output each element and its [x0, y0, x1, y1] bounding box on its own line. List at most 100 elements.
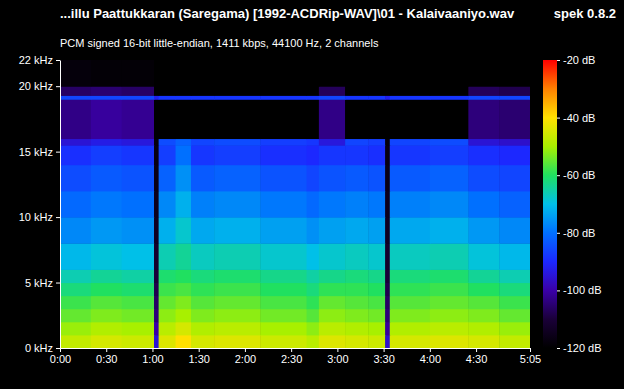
cell — [214, 309, 261, 323]
cell — [319, 99, 346, 139]
cell — [91, 139, 122, 146]
cell — [159, 335, 176, 348]
cell — [468, 335, 499, 348]
cell — [91, 165, 122, 192]
cell — [468, 95, 499, 99]
cell — [390, 95, 431, 99]
tick-label: -80 dB — [563, 227, 595, 239]
cell — [319, 322, 346, 336]
cell — [159, 243, 176, 270]
cell — [468, 99, 499, 139]
cell — [319, 269, 346, 283]
cell — [345, 86, 369, 96]
cell — [307, 191, 320, 218]
cell — [60, 95, 91, 99]
tick: 10 kHz — [19, 211, 60, 223]
tick: 15 kHz — [19, 146, 60, 158]
cell — [368, 99, 385, 139]
cell — [122, 145, 155, 165]
cell — [122, 95, 155, 99]
cell — [154, 145, 159, 165]
tick-mark — [56, 60, 60, 61]
cell — [307, 283, 320, 297]
cell — [468, 296, 499, 310]
tick-mark — [291, 348, 292, 352]
cell — [122, 243, 155, 270]
cell — [307, 139, 320, 146]
cell — [176, 191, 192, 218]
cell — [345, 145, 369, 165]
cell — [468, 283, 499, 297]
tick-mark — [530, 348, 531, 352]
tick-label: 2:00 — [235, 353, 256, 365]
cell — [368, 60, 385, 87]
cell — [368, 191, 385, 218]
cell — [260, 217, 307, 244]
cell — [345, 99, 369, 139]
cell — [176, 145, 192, 165]
cell — [91, 99, 122, 139]
cell — [159, 145, 176, 165]
cell — [60, 335, 91, 348]
cell — [260, 165, 307, 192]
cell — [345, 165, 369, 192]
cell — [260, 99, 307, 139]
cell — [191, 217, 215, 244]
y-axis: 0 kHz5 kHz10 kHz15 kHz20 kHz22 kHz — [19, 54, 61, 354]
cell — [91, 60, 122, 87]
cell — [345, 139, 369, 146]
cell — [122, 99, 155, 139]
cell — [385, 139, 390, 146]
cell — [176, 269, 192, 283]
cell — [91, 335, 122, 348]
cell — [307, 296, 320, 310]
cell — [191, 296, 215, 310]
cell — [260, 60, 307, 87]
cell — [159, 95, 176, 99]
cell — [385, 296, 390, 310]
cell — [319, 191, 346, 218]
cell — [154, 99, 159, 139]
cell — [176, 322, 192, 336]
cell — [499, 217, 530, 244]
cell — [307, 60, 320, 87]
cell — [368, 296, 385, 310]
tick-label: 1:00 — [142, 353, 163, 365]
cell — [214, 283, 261, 297]
cell — [122, 139, 155, 146]
cell — [91, 86, 122, 96]
cell — [122, 296, 155, 310]
cell — [499, 283, 530, 297]
cell — [468, 309, 499, 323]
cell — [154, 296, 159, 310]
cell — [260, 322, 307, 336]
tick-mark — [557, 118, 560, 119]
cell — [214, 86, 261, 96]
cell — [60, 139, 91, 146]
cell — [60, 60, 91, 87]
cell — [91, 309, 122, 323]
tick-label: 4:00 — [420, 353, 441, 365]
cell — [385, 165, 390, 192]
cell — [176, 60, 192, 87]
cell — [390, 335, 431, 348]
color-axis: -20 dB-40 dB-60 dB-80 dB-100 dB-120 dB — [557, 54, 602, 354]
cell — [159, 217, 176, 244]
cell — [122, 60, 155, 87]
cell — [60, 191, 91, 218]
cell — [385, 99, 390, 139]
cell — [91, 296, 122, 310]
tick: 0 kHz — [25, 342, 60, 354]
cell — [307, 269, 320, 283]
tick: 2:30 — [281, 348, 302, 365]
cell — [307, 95, 320, 99]
cell — [499, 145, 530, 165]
cell — [159, 86, 176, 96]
tick-label: 20 kHz — [19, 80, 53, 92]
cell — [430, 60, 469, 87]
tick-mark — [476, 348, 477, 352]
cell — [260, 283, 307, 297]
tick-label: 2:30 — [281, 353, 302, 365]
cell — [390, 60, 431, 87]
cell — [307, 335, 320, 348]
